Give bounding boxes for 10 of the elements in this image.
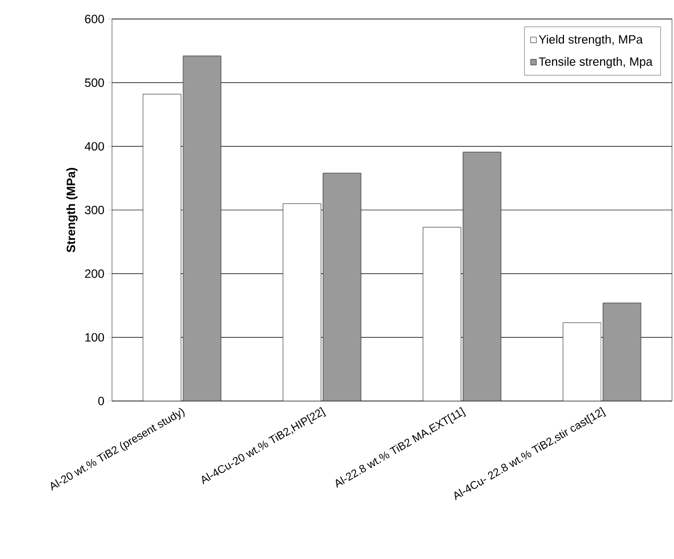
legend-label: Yield strength, MPa bbox=[538, 34, 643, 46]
y-tick-label: 400 bbox=[84, 142, 104, 151]
y-tick-label: 100 bbox=[85, 333, 104, 342]
y-tick-label: 600 bbox=[85, 14, 104, 24]
y-tick-label: 300 bbox=[84, 206, 104, 214]
y-axis-title: Strength (MPa) bbox=[66, 168, 78, 252]
y-tick-label: 500 bbox=[84, 78, 104, 87]
y-tick-label: 0 bbox=[98, 396, 104, 406]
y-tick-label: 200 bbox=[85, 269, 104, 278]
legend-label: Tensile strength, Mpa bbox=[538, 57, 653, 68]
